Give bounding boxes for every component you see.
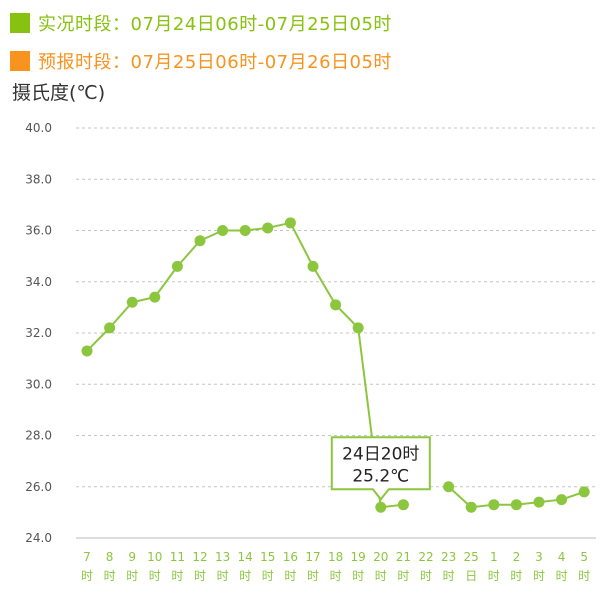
data-point[interactable]: [104, 322, 116, 334]
x-tick-unit: 时: [262, 569, 274, 583]
x-tick-label: 13: [215, 550, 230, 564]
x-tick-unit: 时: [171, 569, 183, 583]
legend-forecast[interactable]: 预报时段：07月25日06时-07月26日05时: [10, 48, 392, 74]
y-tick-label: 34.0: [25, 275, 52, 289]
data-point[interactable]: [217, 225, 229, 236]
forecast-swatch: [10, 51, 30, 71]
x-tick-unit: 日: [465, 569, 477, 583]
x-tick-unit: 时: [397, 569, 409, 583]
y-tick-label: 30.0: [25, 377, 52, 391]
x-tick-label: 7: [83, 550, 91, 564]
data-point[interactable]: [578, 486, 590, 498]
legend-forecast-label: 预报时段：07月25日06时-07月26日05时: [38, 52, 392, 73]
x-tick-unit: 时: [578, 569, 590, 583]
data-point[interactable]: [284, 217, 296, 229]
data-point[interactable]: [533, 496, 545, 508]
data-point[interactable]: [510, 499, 522, 511]
data-point-layer[interactable]: [81, 217, 590, 513]
data-point[interactable]: [330, 299, 342, 311]
x-tick-label: 4: [558, 550, 566, 564]
x-tick-label: 22: [418, 550, 433, 564]
x-tick-label: 2: [513, 550, 521, 564]
y-tick-label: 28.0: [25, 429, 52, 443]
x-tick-label: 21: [396, 550, 411, 564]
x-tick-unit: 时: [556, 569, 568, 583]
data-point[interactable]: [375, 501, 387, 513]
y-tick-label: 40.0: [25, 121, 52, 135]
legend-actual-label: 实况时段：07月24日06时-07月25日05时: [38, 14, 392, 35]
x-tick-label: 20: [373, 550, 388, 564]
x-tick-label: 10: [147, 550, 162, 564]
data-point[interactable]: [194, 235, 206, 247]
y-tick-label: 32.0: [25, 326, 52, 340]
y-tick-label: 24.0: [25, 531, 52, 545]
x-tick-unit: 时: [149, 569, 161, 583]
x-tick-unit: 时: [330, 569, 342, 583]
x-tick-label: 3: [535, 550, 543, 564]
data-point[interactable]: [352, 322, 364, 334]
x-tick-label: 5: [580, 550, 588, 564]
y-tick-label: 26.0: [25, 480, 52, 494]
y-axis-unit-label: 摄氏度(℃): [12, 82, 106, 104]
data-point[interactable]: [149, 291, 161, 303]
x-tick-label: 15: [260, 550, 275, 564]
x-tick-unit: 时: [239, 569, 251, 583]
x-tick-label: 14: [238, 550, 253, 564]
data-point[interactable]: [239, 225, 251, 236]
x-tick-label: 23: [441, 550, 456, 564]
x-tick-label: 16: [283, 550, 298, 564]
x-tick-label: 9: [128, 550, 136, 564]
tooltip-value: 25.2℃: [352, 466, 409, 486]
x-tick-unit: 时: [217, 569, 229, 583]
x-tick-unit: 时: [352, 569, 364, 583]
x-tick-label: 11: [170, 550, 185, 564]
data-point[interactable]: [171, 260, 183, 272]
x-tick-label: 17: [305, 550, 320, 564]
x-tick-unit: 时: [126, 569, 138, 583]
x-tick-unit: 时: [488, 569, 500, 583]
x-tick-unit: 时: [510, 569, 522, 583]
tooltip-time: 24日20时: [342, 444, 419, 464]
x-tick-label: 1: [490, 550, 498, 564]
data-point[interactable]: [488, 499, 500, 511]
data-point[interactable]: [81, 345, 93, 357]
x-tick-unit: 时: [194, 569, 206, 583]
legend-actual[interactable]: 实况时段：07月24日06时-07月25日05时: [10, 10, 392, 36]
y-tick-label: 36.0: [25, 224, 52, 238]
x-tick-label: 12: [192, 550, 207, 564]
x-tick-labels: 7时8时9时10时11时12时13时14时15时16时17时18时19时20时2…: [81, 550, 590, 583]
x-tick-label: 18: [328, 550, 343, 564]
x-tick-unit: 时: [104, 569, 116, 583]
data-point[interactable]: [397, 499, 409, 511]
x-tick-label: 8: [106, 550, 114, 564]
x-tick-label: 19: [351, 550, 366, 564]
x-tick-unit: 时: [443, 569, 455, 583]
data-point[interactable]: [126, 296, 138, 308]
tooltip-box: [330, 436, 431, 501]
data-point[interactable]: [262, 222, 274, 234]
x-tick-unit: 时: [81, 569, 93, 583]
data-point[interactable]: [465, 501, 477, 513]
x-tick-unit: 时: [284, 569, 296, 583]
data-point[interactable]: [307, 260, 319, 272]
data-point[interactable]: [556, 494, 568, 506]
data-point[interactable]: [443, 481, 455, 493]
actual-swatch: [10, 13, 30, 33]
x-tick-label: 25: [464, 550, 479, 564]
y-tick-labels: 24.0 26.0 28.0 30.0 32.0 34.0 36.0 38.0 40.0: [25, 121, 52, 545]
x-tick-unit: 时: [307, 569, 319, 583]
x-tick-unit: 时: [533, 569, 545, 583]
y-tick-label: 38.0: [25, 172, 52, 186]
x-tick-unit: 时: [375, 569, 387, 583]
x-tick-unit: 时: [420, 569, 432, 583]
tooltip: 24日20时 25.2℃: [330, 436, 431, 501]
